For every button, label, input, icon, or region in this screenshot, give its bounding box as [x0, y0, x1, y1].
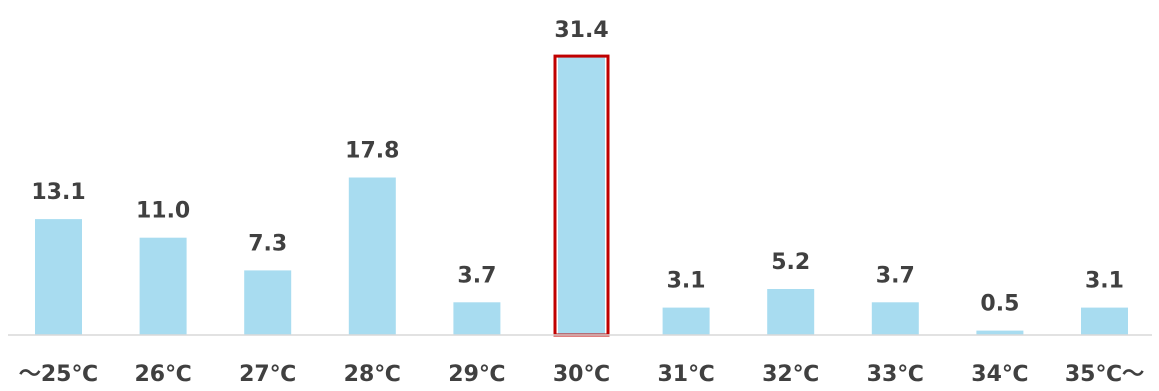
x-tick-label-7: 32℃ [762, 362, 819, 387]
bar-8 [871, 302, 919, 335]
bar-6 [662, 307, 710, 335]
bar-4 [453, 302, 501, 335]
value-label-2: 7.3 [248, 231, 287, 256]
bars [35, 54, 1128, 337]
bar-3 [348, 177, 396, 335]
bar-10 [1081, 307, 1128, 335]
x-tick-label-6: 31℃ [657, 362, 714, 387]
bar-0 [35, 219, 82, 335]
bar-7 [767, 289, 815, 335]
x-tick-label-4: 29℃ [448, 362, 505, 387]
value-label-4: 3.7 [457, 263, 496, 288]
x-axis-tick-labels: ～25℃ 26℃ 27℃ 28℃ 29℃ 30℃ 31℃ 32℃ 33℃ 34℃ 35℃～ [19, 362, 1144, 387]
bar-1 [139, 237, 187, 335]
value-label-0: 13.1 [31, 180, 85, 205]
value-label-8: 3.7 [876, 263, 915, 288]
bar-5 [558, 57, 605, 335]
x-tick-label-9: 34℃ [971, 362, 1028, 387]
bar-9 [976, 330, 1024, 335]
value-label-3: 17.8 [345, 139, 399, 164]
value-label-9: 0.5 [980, 292, 1019, 317]
x-tick-label-3: 28℃ [344, 362, 401, 387]
x-tick-label-8: 33℃ [867, 362, 924, 387]
x-tick-label-10: 35℃～ [1065, 362, 1144, 387]
x-tick-label-0: ～25℃ [19, 362, 98, 387]
x-tick-label-5: 30℃ [553, 362, 610, 387]
bar-2 [244, 270, 292, 335]
value-label-7: 5.2 [771, 250, 810, 275]
value-label-6: 3.1 [667, 269, 706, 294]
x-tick-label-1: 26℃ [134, 362, 191, 387]
x-tick-label-2: 27℃ [239, 362, 296, 387]
value-labels: 13.1 11.0 7.3 17.8 3.7 31.4 3.1 5.2 3.7 0.5 3.1 [31, 18, 1124, 317]
value-label-1: 11.0 [136, 199, 190, 224]
value-label-10: 3.1 [1085, 269, 1124, 294]
value-label-5: 31.4 [554, 18, 608, 43]
